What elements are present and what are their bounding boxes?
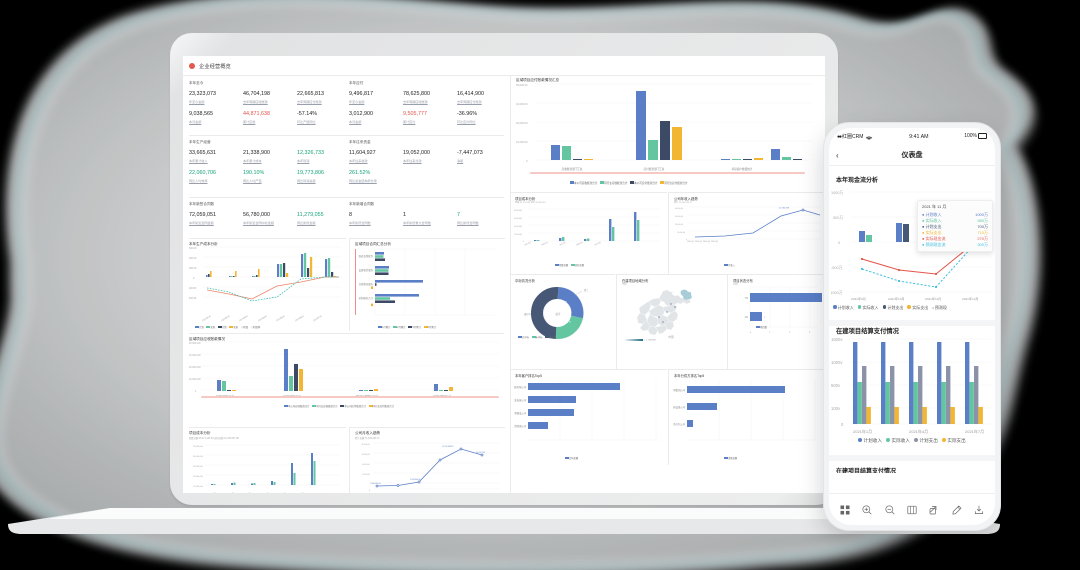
svg-text:500v: 500v bbox=[831, 383, 841, 388]
svg-text:2021年9月: 2021年9月 bbox=[851, 296, 866, 301]
svg-text:2021年11月: 2021年11月 bbox=[925, 296, 941, 301]
svg-text:500万: 500万 bbox=[833, 216, 843, 220]
svg-text:2021年7月: 2021年7月 bbox=[965, 428, 984, 434]
svg-text:2021年4月: 2021年4月 bbox=[909, 428, 928, 434]
svg-text:2021年1月: 2021年1月 bbox=[853, 428, 872, 434]
svg-text:1000万: 1000万 bbox=[831, 191, 843, 195]
svg-text:2021年12月: 2021年12月 bbox=[962, 296, 979, 301]
svg-text:100v: 100v bbox=[831, 406, 841, 411]
svg-text:-1000万: -1000万 bbox=[831, 291, 843, 295]
svg-text:1500v: 1500v bbox=[831, 337, 843, 342]
svg-text:1000v: 1000v bbox=[831, 360, 843, 365]
svg-text:0: 0 bbox=[841, 422, 844, 427]
svg-text:-500万: -500万 bbox=[831, 266, 843, 270]
svg-text:2021年10月: 2021年10月 bbox=[888, 296, 905, 301]
svg-text:0: 0 bbox=[838, 241, 840, 245]
